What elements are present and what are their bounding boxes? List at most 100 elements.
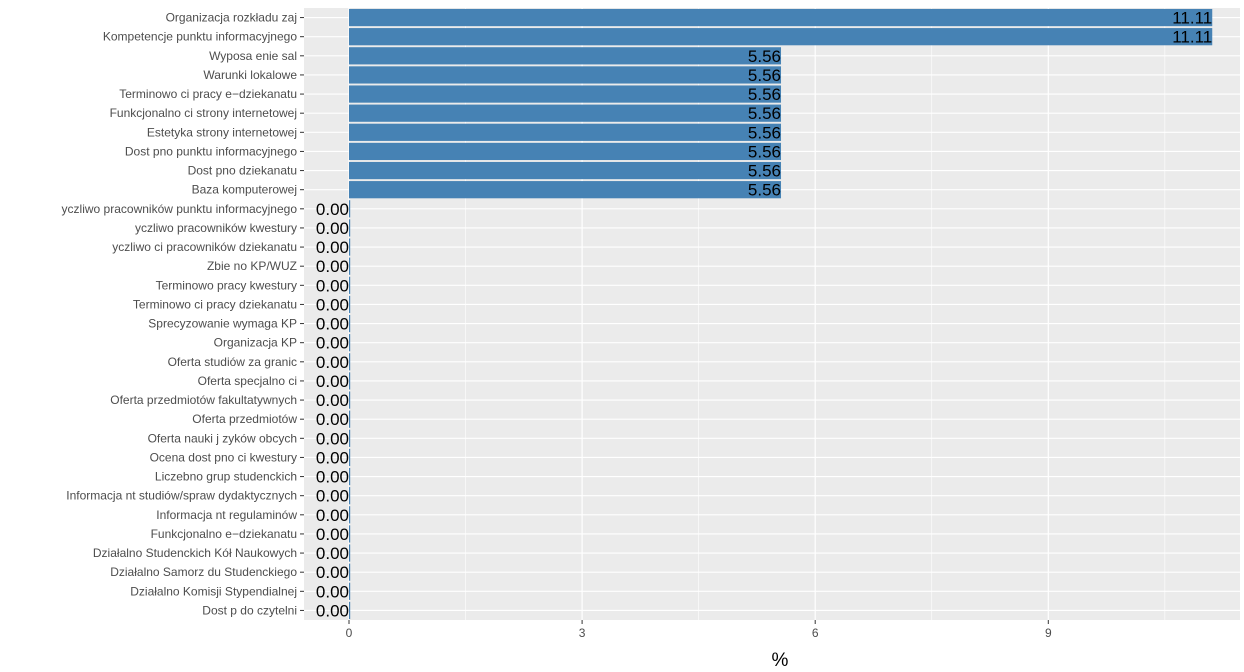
data-label: 0.00 — [316, 238, 349, 257]
bar — [349, 276, 351, 294]
data-label: 0.00 — [316, 276, 349, 295]
data-label: 0.00 — [316, 353, 349, 372]
category-label: Oferta nauki j zyków obcych — [148, 431, 297, 445]
data-label: 0.00 — [316, 410, 349, 429]
bar — [349, 238, 351, 256]
data-label: 0.00 — [316, 429, 349, 448]
category-label: Estetyka strony internetowej — [147, 125, 297, 139]
category-label: Baza komputerowej — [192, 183, 297, 197]
x-tick-label: 9 — [1045, 626, 1052, 640]
data-label: 5.56 — [748, 123, 781, 142]
data-label: 11.11 — [1172, 28, 1212, 47]
data-label: 0.00 — [316, 601, 349, 620]
bar — [349, 295, 351, 314]
category-label: Wyposa enie sal — [209, 49, 297, 63]
data-label: 0.00 — [316, 257, 349, 276]
bar — [349, 142, 782, 161]
bar — [349, 85, 782, 103]
bar — [349, 506, 351, 524]
bar — [349, 391, 351, 409]
bar — [349, 544, 351, 562]
category-label: Działalno Samorz du Studenckiego — [110, 565, 297, 579]
bar — [349, 563, 351, 581]
category-label: yczliwo ci pracowników dziekanatu — [112, 240, 297, 254]
data-label: 0.00 — [316, 295, 349, 314]
bar — [349, 161, 782, 180]
bar — [349, 181, 782, 199]
bar — [349, 123, 782, 141]
bar — [349, 525, 351, 543]
bar — [349, 487, 351, 505]
category-label: Terminowo ci pracy dziekanatu — [133, 297, 297, 311]
data-label: 0.00 — [316, 219, 349, 238]
category-label: Działalno Komisji Stypendialnej — [130, 584, 297, 598]
data-label: 5.56 — [748, 104, 781, 123]
bar — [349, 47, 782, 65]
bar — [349, 8, 1213, 27]
category-label: Informacja nt regulaminów — [156, 508, 297, 522]
category-label: Dost pno dziekanatu — [188, 164, 297, 178]
x-tick-label: 3 — [579, 626, 586, 640]
bar — [349, 353, 351, 371]
bar — [349, 582, 351, 600]
bar — [349, 66, 782, 84]
bar — [349, 448, 351, 467]
category-label: Organizacja KP — [214, 336, 297, 350]
data-label: 0.00 — [316, 315, 349, 334]
x-tick-label: 0 — [346, 626, 353, 640]
bar — [349, 372, 351, 390]
data-label: 0.00 — [316, 582, 349, 601]
x-axis-title: % — [772, 650, 789, 671]
data-label: 0.00 — [316, 525, 349, 544]
bar — [349, 334, 351, 352]
category-label: Zbie no KP/WUZ — [207, 259, 297, 273]
category-label: Funkcjonalno ci strony internetowej — [110, 106, 297, 120]
category-label: Warunki lokalowe — [203, 68, 297, 82]
bar — [349, 200, 351, 218]
category-label: Kompetencje punktu informacyjnego — [103, 30, 297, 44]
category-label: yczliwo pracowników punktu informacyjneg… — [62, 202, 298, 216]
category-label: Informacja nt studiów/spraw dydaktycznyc… — [66, 489, 297, 503]
data-label: 0.00 — [316, 448, 349, 467]
category-label: Oferta przedmiotów fakultatywnych — [110, 393, 297, 407]
bar — [349, 219, 351, 237]
data-label: 5.56 — [748, 66, 781, 85]
category-label: Liczebno grup studenckich — [155, 470, 297, 484]
data-label: 5.56 — [748, 181, 781, 200]
category-label: Działalno Studenckich Kół Naukowych — [93, 546, 297, 560]
data-label: 5.56 — [748, 85, 781, 104]
data-label: 0.00 — [316, 563, 349, 582]
data-label: 0.00 — [316, 468, 349, 487]
category-label: Organizacja rozkładu zaj — [166, 11, 297, 25]
category-label: Oferta studiów za granic — [168, 355, 297, 369]
bar — [349, 257, 351, 275]
bar — [349, 601, 351, 620]
x-tick-label: 6 — [812, 626, 819, 640]
bar — [349, 410, 351, 428]
data-label: 0.00 — [316, 544, 349, 563]
data-label: 0.00 — [316, 487, 349, 506]
data-label: 0.00 — [316, 334, 349, 353]
bar — [349, 28, 1213, 46]
data-label: 0.00 — [316, 200, 349, 219]
category-label: Oferta przedmiotów — [192, 412, 297, 426]
category-label: Terminowo ci pracy e−dziekanatu — [119, 87, 297, 101]
data-label: 5.56 — [748, 162, 781, 181]
category-label: Funkcjonalno e−dziekanatu — [151, 527, 297, 541]
data-label: 0.00 — [316, 391, 349, 410]
bar — [349, 429, 351, 447]
data-label: 0.00 — [316, 372, 349, 391]
data-label: 5.56 — [748, 142, 781, 161]
data-label: 0.00 — [316, 506, 349, 525]
category-label: Ocena dost pno ci kwestury — [150, 450, 297, 464]
category-label: yczliwo pracowników kwestury — [135, 221, 297, 235]
category-label: Sprecyzowanie wymaga KP — [148, 317, 297, 331]
bar — [349, 104, 782, 122]
bar — [349, 314, 351, 333]
category-label: Terminowo pracy kwestury — [156, 278, 297, 292]
data-label: 11.11 — [1172, 9, 1212, 28]
bar — [349, 467, 351, 486]
category-label: Dost pno punktu informacyjnego — [125, 144, 297, 158]
category-label: Oferta specjalno ci — [198, 374, 297, 388]
